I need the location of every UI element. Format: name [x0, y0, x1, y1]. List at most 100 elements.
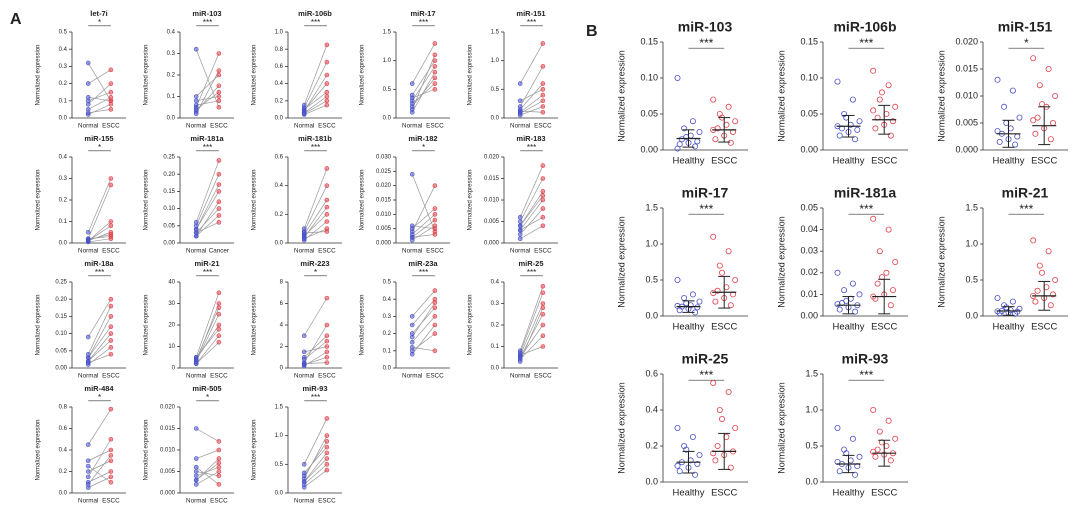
chart-title: miR-484	[84, 384, 114, 393]
y-tick-label: 0.0	[275, 241, 284, 247]
data-point	[1012, 141, 1019, 148]
data-point	[108, 236, 114, 241]
data-point	[432, 52, 438, 58]
pair-line	[411, 66, 436, 101]
data-point	[432, 300, 438, 305]
pair-line	[195, 208, 220, 233]
y-tick-label: 0.00	[800, 310, 818, 320]
data-point	[1036, 82, 1043, 89]
data-point	[890, 287, 897, 294]
pair-line	[411, 316, 436, 343]
data-point	[876, 96, 883, 103]
data-point	[108, 303, 114, 309]
pair-line	[303, 441, 328, 476]
data-point	[517, 214, 523, 220]
x-tick-label: ESCC	[318, 248, 336, 255]
x-tick-label: Healthy	[993, 322, 1025, 333]
y-axis-label: Normalized expression	[360, 44, 366, 105]
x-tick-label: ESCC	[102, 248, 120, 255]
data-point	[1009, 87, 1016, 94]
y-axis-label: Normalized expression	[36, 169, 42, 230]
x-tick-label: Normal	[402, 123, 422, 130]
data-point	[301, 484, 307, 490]
y-tick-label: 0.00	[800, 144, 818, 154]
data-point	[892, 435, 899, 442]
x-tick-label: ESCC	[318, 373, 336, 380]
data-point	[85, 60, 91, 66]
pair-line	[87, 340, 112, 362]
data-point	[887, 302, 894, 309]
x-tick-label: Normal	[294, 123, 314, 130]
data-point	[108, 458, 114, 464]
data-point	[432, 305, 438, 311]
pair-line	[411, 208, 436, 229]
data-point	[674, 424, 681, 431]
y-tick-label: 0.15	[800, 36, 818, 46]
data-point	[216, 98, 222, 104]
data-point	[1014, 133, 1021, 140]
data-point	[193, 477, 199, 483]
data-point	[716, 262, 723, 269]
data-point	[301, 230, 307, 236]
data-point	[324, 204, 330, 210]
y-tick-label: 0.25	[55, 280, 67, 286]
y-axis-label: Normalized expression	[252, 169, 258, 230]
data-point	[517, 98, 523, 104]
y-tick-label: 0.015	[160, 426, 176, 432]
data-point	[301, 470, 307, 476]
pair-line	[87, 178, 112, 233]
y-tick-label: 0.3	[383, 314, 392, 320]
x-tick-label: Normal	[510, 373, 530, 380]
chart-title: miR-505	[192, 384, 221, 393]
pair-line	[303, 446, 328, 474]
data-point	[409, 229, 415, 234]
data-point	[1047, 136, 1054, 143]
y-tick-label: 0.0	[645, 476, 658, 486]
pair-line	[520, 110, 543, 113]
significance: ***	[527, 268, 536, 277]
data-point	[540, 283, 546, 289]
x-tick-label: Healthy	[673, 488, 705, 499]
y-tick-label: 1.5	[275, 405, 284, 411]
x-tick-label: Normal	[294, 373, 314, 380]
pair-line	[519, 165, 544, 218]
x-tick-label: Normal	[402, 248, 422, 255]
data-point	[694, 304, 701, 311]
pair-line	[411, 324, 436, 355]
data-point	[108, 67, 114, 73]
pair-line	[411, 307, 436, 334]
data-point	[540, 98, 546, 104]
pair-line	[303, 297, 328, 336]
pair-line	[88, 97, 112, 110]
data-point	[216, 171, 222, 177]
y-tick-label: 0.0	[491, 366, 500, 372]
pair-line	[303, 96, 328, 114]
x-tick-label: ESCC	[871, 488, 897, 499]
y-axis-label: Normalized expression	[360, 169, 366, 230]
y-tick-label: 0.3	[167, 51, 176, 57]
data-point	[540, 81, 546, 86]
data-point	[432, 58, 438, 63]
x-tick-label: Healthy	[673, 156, 705, 167]
data-point	[994, 76, 1001, 83]
data-point	[108, 176, 114, 181]
y-tick-label: 1.5	[645, 202, 658, 212]
pair-line	[519, 195, 544, 227]
data-point	[108, 447, 114, 453]
data-point	[856, 453, 863, 460]
y-tick-label: 4	[280, 323, 284, 329]
pair-line	[411, 185, 436, 232]
data-point	[712, 298, 719, 305]
pair-line	[195, 329, 220, 358]
data-point	[193, 357, 199, 362]
pair-line	[303, 44, 328, 106]
data-point	[409, 223, 415, 229]
data-point	[540, 109, 546, 115]
data-point	[432, 288, 438, 293]
data-point	[216, 158, 222, 163]
pair-line	[87, 347, 112, 365]
data-point	[696, 451, 703, 458]
data-point	[517, 81, 523, 86]
pair-line	[304, 351, 328, 367]
y-axis-label: Normalized expression	[252, 419, 258, 480]
